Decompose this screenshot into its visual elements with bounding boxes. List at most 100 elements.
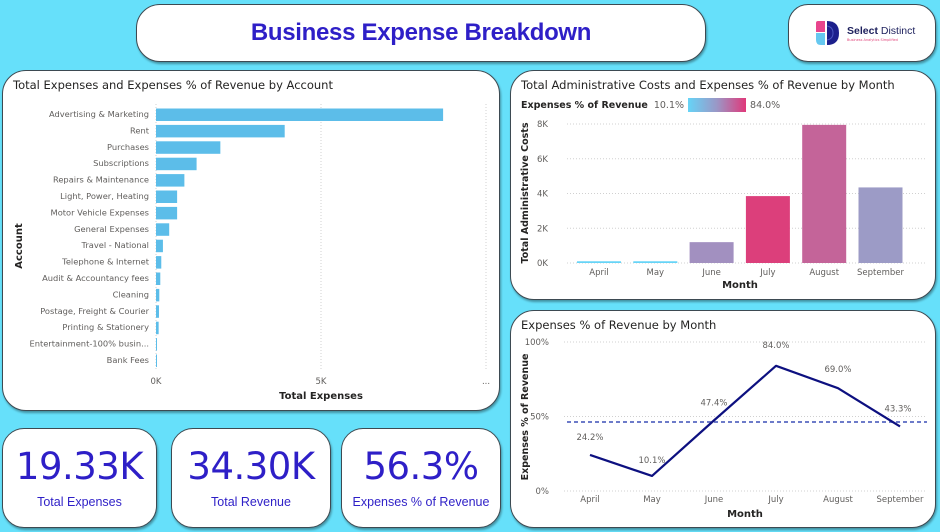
legend-title: Expenses % of Revenue [521,99,648,111]
y-tick-label: 8K [537,120,548,130]
select-distinct-logo-icon [816,21,839,45]
y-tick-label: 50% [530,413,549,423]
y-tick-label: Advertising & Marketing [49,109,149,119]
y-axis-title: Account [14,223,25,269]
y-tick-label: 100% [525,338,549,348]
pct-revenue-chart[interactable]: 0% 50% 100% 24.2% April 10.1% May 47.4% June 84.0… [511,311,935,527]
bar [156,321,159,335]
data-label: 24.2% [576,433,603,443]
bar [156,206,178,220]
x-tick-label: July [767,495,783,505]
kpi-label: Expenses % of Revenue [352,494,490,509]
expenses-by-account-card[interactable]: Total Expenses and Expenses % of Revenue… [2,70,500,411]
x-tick-label: August [823,495,853,505]
y-tick-label: Subscriptions [93,158,149,168]
data-label: 69.0% [824,365,851,375]
x-axis-title: Total Expenses [279,391,363,402]
x-tick-label: 0K [151,377,162,387]
kpi-label: Total Expenses [37,494,122,509]
y-tick-label: Cleaning [113,289,149,299]
admin-costs-chart[interactable]: 0K 2K 4K 6K 8K April May June July August Septembe… [511,71,935,299]
x-tick-label: September [857,268,904,278]
bar [156,223,170,236]
bar [156,354,157,367]
bar [156,174,185,187]
y-tick-label: Printing & Stationery [62,322,149,332]
x-tick-label: September [877,495,924,505]
kpi-total-revenue: 34.30K Total Revenue [171,428,331,528]
bar [156,305,159,318]
admin-costs-card[interactable]: Total Administrative Costs and Expenses … [510,70,936,300]
y-tick-label: 2K [537,224,548,234]
gradient-legend: Expenses % of Revenue 10.1% 84.0% [521,98,780,112]
x-tick-label: July [759,268,775,278]
bar [745,196,790,263]
data-label: 84.0% [762,341,789,351]
kpi-value: 56.3% [363,444,479,488]
pct-revenue-card[interactable]: Expenses % of Revenue by Month 0% 50% 100%… [510,310,936,528]
admin-costs-title: Total Administrative Costs and Expenses … [521,78,895,92]
page-title: Business Expense Breakdown [250,19,592,46]
kpi-total-expenses: 19.33K Total Expenses [2,428,157,528]
y-tick-label: Rent [130,125,150,135]
x-tick-label: ... [482,377,490,387]
y-tick-label: Travel - National [80,240,149,250]
bar [156,157,197,171]
x-tick-label: April [580,495,599,505]
logo-card: Select Distinct Business Analytics Simpl… [788,4,936,62]
bar [633,261,678,263]
y-tick-label: Postage, Freight & Courier [40,306,149,316]
data-label: 47.4% [700,398,727,408]
x-tick-label: April [589,268,608,278]
kpi-label: Total Revenue [211,494,291,509]
x-axis-title: Month [722,280,758,291]
y-tick-label: Entertainment-100% busin... [29,339,149,349]
logo-tagline: Business Analytics Simplified [847,37,898,42]
data-label: 10.1% [638,456,665,466]
bar [156,108,444,121]
y-tick-label: Purchases [107,142,149,152]
kpi-value: 34.30K [187,444,315,488]
logo-name-rest: Distinct [877,24,916,37]
x-tick-label: June [701,268,721,278]
x-tick-label: May [647,268,665,278]
bar [156,124,285,138]
y-axis-title: Expenses % of Revenue [520,354,531,481]
bar [577,261,621,263]
y-tick-label: Motor Vehicle Expenses [51,207,149,217]
bar [156,288,160,302]
data-label: 43.3% [884,404,911,414]
x-tick-label: June [704,495,724,505]
title-card: Business Expense Breakdown [136,4,706,62]
y-tick-label: Telephone & Internet [61,257,150,267]
expenses-by-account-title: Total Expenses and Expenses % of Revenue… [13,78,333,92]
x-tick-label: May [643,495,661,505]
kpi-expenses-pct-revenue: 56.3% Expenses % of Revenue [341,428,501,528]
bar [156,239,163,253]
logo-name-bold: Select [847,24,878,37]
x-tick-label: August [809,268,839,278]
bar [858,187,903,263]
bar [156,141,221,154]
bar [802,124,847,264]
kpi-value: 19.33K [15,444,144,488]
y-tick-label: General Expenses [74,224,149,234]
legend-gradient-bar [688,98,747,112]
y-tick-label: Audit & Accountancy fees [42,273,149,283]
y-tick-label: Repairs & Maintenance [53,175,149,185]
pct-revenue-title: Expenses % of Revenue by Month [521,318,717,332]
expenses-by-account-chart[interactable]: Advertising & Marketing Rent Purchases Subs… [3,71,499,410]
bar [156,190,178,203]
bar [156,256,162,269]
bar [156,338,157,351]
y-tick-label: 0% [536,487,550,497]
x-axis-title: Month [727,509,763,520]
legend-max: 84.0% [750,99,781,111]
y-tick-label: 4K [537,190,548,200]
y-tick-label: Bank Fees [107,355,149,365]
y-tick-label: 0K [537,259,548,269]
series-line [589,364,901,478]
legend-min: 10.1% [653,99,685,111]
bar [156,272,161,285]
bar [689,242,734,263]
